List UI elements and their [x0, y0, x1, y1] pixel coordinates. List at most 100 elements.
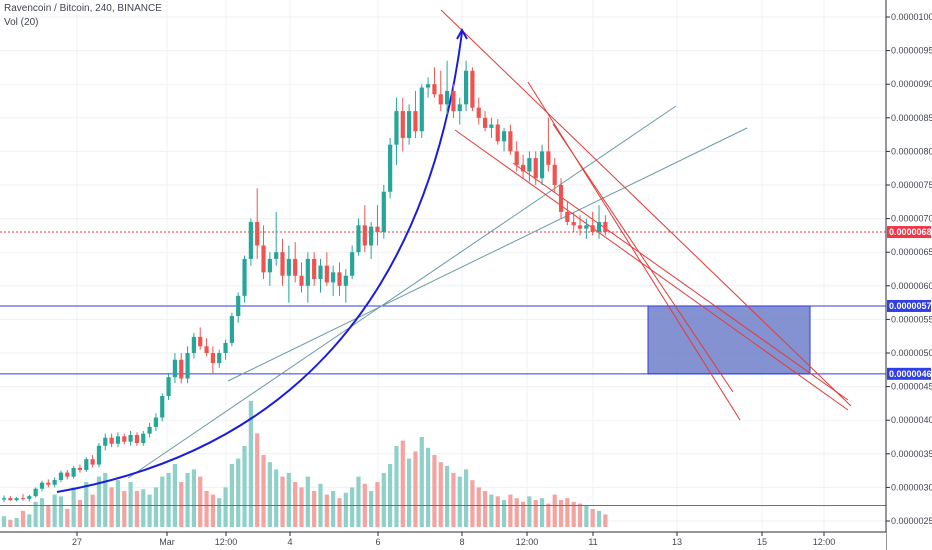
volume-bar: [470, 480, 475, 527]
volume-bar: [369, 491, 374, 527]
volume-bar: [331, 491, 336, 527]
volume-bar: [375, 482, 380, 527]
volume-bar: [1, 516, 7, 527]
time-tick-label: 11: [588, 537, 597, 547]
candle-body: [451, 90, 456, 112]
candle-body: [457, 104, 462, 112]
candle-body: [115, 436, 121, 444]
candle-body: [603, 221, 608, 233]
time-tick-label: 27: [72, 537, 82, 547]
volume-bar: [128, 482, 133, 527]
volume-bar: [109, 487, 114, 527]
candle-body: [242, 258, 247, 296]
candle-body: [489, 124, 494, 128]
time-tick-label: 15: [757, 537, 767, 547]
volume-bar: [533, 500, 538, 527]
candle-body: [337, 272, 342, 286]
candle-body: [191, 336, 196, 353]
volume-bar: [508, 494, 513, 527]
candle-body: [324, 265, 329, 283]
volume-bar: [495, 496, 500, 527]
candle-body: [20, 498, 26, 500]
candle-body: [280, 252, 285, 276]
volume-bar: [122, 491, 127, 527]
candle-body: [128, 434, 133, 442]
candle-body: [267, 258, 272, 273]
candle-body: [558, 185, 564, 212]
candle-body: [520, 164, 526, 172]
candle-body: [426, 84, 431, 88]
fan-line: [552, 123, 734, 393]
candle-body: [248, 221, 253, 259]
candle-body: [369, 226, 374, 246]
volume-bar: [514, 498, 519, 527]
time-tick-label: 4: [287, 537, 292, 547]
candle-body: [236, 295, 241, 317]
candle-body: [305, 258, 310, 286]
candle-body: [482, 117, 488, 128]
volume-bar: [419, 437, 424, 527]
volume-bar: [185, 473, 190, 527]
candle-body: [8, 498, 13, 501]
candle-body: [185, 353, 190, 379]
grid: [0, 0, 886, 532]
volume-bar: [191, 469, 196, 527]
trend-line: [227, 127, 748, 382]
volume-bar: [8, 519, 13, 527]
volume-bar: [166, 473, 171, 527]
volume-bar: [324, 494, 329, 527]
volume-bar: [223, 487, 228, 527]
candle-body: [508, 131, 513, 152]
volume-bar: [286, 473, 291, 527]
volume-bar: [305, 476, 310, 527]
volume-bar: [153, 487, 159, 527]
candle-body: [375, 226, 380, 233]
parabolic-curve: [56, 31, 463, 493]
volume-bar: [577, 503, 583, 527]
volume-bar: [71, 487, 76, 527]
volume-bar: [293, 482, 298, 527]
candle-body: [14, 498, 19, 501]
volume-bar: [400, 440, 405, 527]
candle-body: [166, 377, 171, 397]
volume-bar: [96, 476, 102, 527]
time-axis[interactable]: 27 Mar 12:00 4 6 8 12:00 11 13 15 12:00: [0, 531, 886, 550]
candle-body: [590, 225, 595, 233]
candle-body: [463, 70, 469, 105]
candle-body: [343, 275, 348, 286]
time-tick-label: 12:00: [516, 537, 539, 547]
candle-body: [407, 111, 412, 138]
price-tag-label: 0.00000570: [889, 301, 932, 311]
volume-bar: [426, 447, 431, 527]
volume-bar: [134, 491, 140, 527]
volume-bar: [27, 514, 32, 527]
candle-body: [501, 131, 507, 142]
candle-body: [109, 437, 114, 444]
candle-body: [286, 258, 291, 276]
price-tag-bg: [887, 226, 931, 239]
candle-body: [141, 433, 146, 444]
volume-bar: [274, 469, 279, 527]
price-axis-bg: [886, 0, 932, 550]
volume-bar: [236, 458, 241, 527]
candle-body: [71, 467, 76, 477]
volume-bar: [255, 433, 260, 527]
candle-body: [331, 272, 336, 283]
volume-bar: [343, 492, 348, 527]
time-tick-label: 12:00: [813, 537, 836, 547]
candle-body: [90, 459, 95, 465]
volume-bar: [299, 487, 304, 527]
volume-bar: [394, 446, 399, 527]
candle-body: [552, 164, 557, 185]
volume-bar: [141, 489, 146, 527]
price-tag-bg: [887, 367, 931, 380]
candle-body: [388, 144, 393, 192]
volume-bar: [337, 498, 342, 527]
candle-body: [147, 426, 152, 434]
